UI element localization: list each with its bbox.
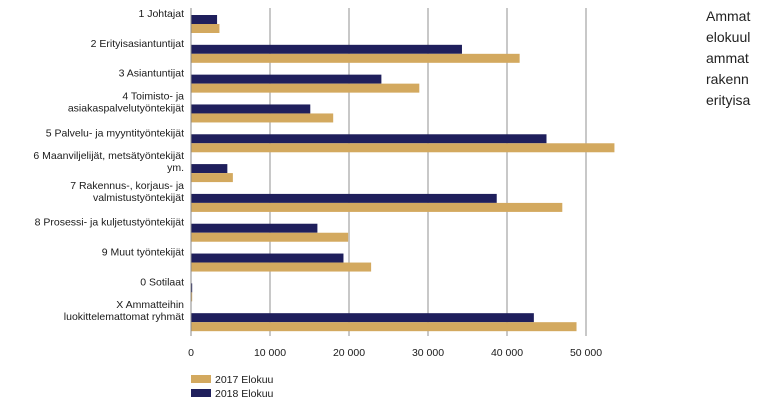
category-label-4-line-1: 4 Toimisto- ja <box>122 90 184 102</box>
bar-2017-11 <box>191 322 577 332</box>
legend-swatch-1 <box>191 375 211 383</box>
bar-2017-3 <box>191 83 420 93</box>
bar-2018-10 <box>191 283 193 293</box>
side-description-text: Ammat elokuul ammat rakenn erityisa <box>706 6 768 111</box>
bar-2017-5 <box>191 143 615 153</box>
bar-2017-1 <box>191 24 220 33</box>
category-label-11-line-2: luokittelemattomat ryhmät <box>64 311 184 323</box>
category-label-8: 8 Prosessi- ja kuljetustyöntekijät <box>35 217 184 229</box>
side-text-line-3: ammat <box>706 50 749 66</box>
bar-2018-2 <box>191 44 462 54</box>
bar-2018-4 <box>191 104 311 114</box>
category-label-10: 0 Sotilaat <box>140 276 184 288</box>
x-tick-label-4: 40 000 <box>491 347 523 359</box>
category-label-6-line-1: 6 Maanviljelijät, metsätyöntekijät <box>33 150 184 162</box>
category-label-7-line-2: valmistustyöntekijät <box>93 192 184 204</box>
bar-2018-8 <box>191 223 318 233</box>
side-text-line-1: Ammat <box>706 8 751 24</box>
bar-2018-11 <box>191 313 534 323</box>
category-label-1: 1 Johtajat <box>138 8 184 20</box>
side-text-line-4: rakenn <box>706 71 749 87</box>
legend-label-2: 2018 Elokuu <box>215 388 274 400</box>
bar-2017-2 <box>191 53 520 63</box>
category-label-6-line-2: ym. <box>167 162 184 174</box>
bar-2017-9 <box>191 262 372 272</box>
category-label-3: 3 Asiantuntijat <box>119 68 184 80</box>
bar-2017-6 <box>191 173 233 183</box>
x-tick-label-0: 0 <box>188 347 194 359</box>
bar-2017-4 <box>191 113 334 123</box>
bar-2018-1 <box>191 15 218 24</box>
bar-2017-7 <box>191 202 563 212</box>
legend-label-1: 2017 Elokuu <box>215 374 274 386</box>
bar-2018-6 <box>191 164 228 174</box>
side-text-line-5: erityisa <box>706 92 751 108</box>
x-tick-label-1: 10 000 <box>254 347 286 359</box>
category-label-9: 9 Muut työntekijät <box>102 247 184 259</box>
side-text-line-2: elokuul <box>706 29 751 45</box>
category-label-2: 2 Erityisasiantuntijat <box>91 38 184 50</box>
bar-2017-8 <box>191 232 349 242</box>
bar-2018-9 <box>191 253 344 263</box>
bar-2017-10 <box>191 292 193 302</box>
bar-2018-5 <box>191 134 547 144</box>
category-label-5: 5 Palvelu- ja myyntityöntekijät <box>46 127 184 139</box>
category-label-11-line-1: X Ammatteihin <box>116 299 184 311</box>
category-label-4-line-2: asiakaspalvelutyöntekijät <box>68 102 184 114</box>
bar-2018-3 <box>191 74 382 84</box>
category-label-7-line-1: 7 Rakennus-, korjaus- ja <box>70 180 184 192</box>
x-tick-label-5: 50 000 <box>570 347 602 359</box>
x-tick-label-2: 20 000 <box>333 347 365 359</box>
x-tick-label-3: 30 000 <box>412 347 444 359</box>
legend-swatch-2 <box>191 389 211 397</box>
bar-2018-7 <box>191 193 497 203</box>
